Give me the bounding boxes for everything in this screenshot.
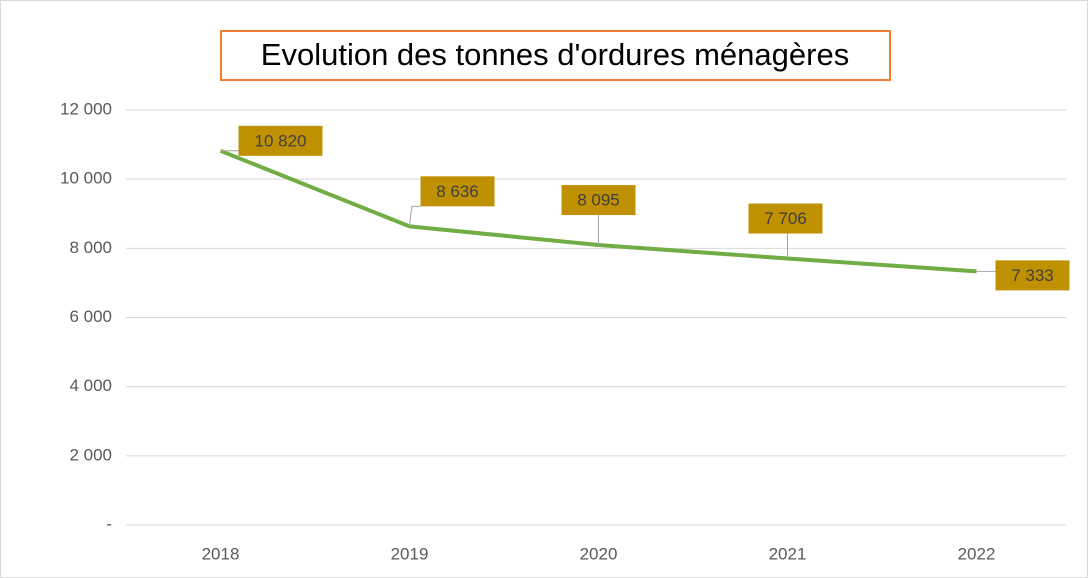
y-tick-label: 2 000 <box>69 445 112 464</box>
title-box <box>220 30 891 81</box>
x-tick-label: 2019 <box>391 544 429 563</box>
data-label-box <box>420 176 495 207</box>
x-tick-label: 2022 <box>958 544 996 563</box>
x-tick-label: 2020 <box>580 544 618 563</box>
x-tick-label: 2018 <box>202 544 240 563</box>
line <box>219 148 977 274</box>
leader-line <box>409 205 421 227</box>
y-tick-label: - <box>106 514 112 533</box>
data-label: 8 636 <box>436 182 479 201</box>
y-tick-label: 8 000 <box>69 238 112 257</box>
chart-title: Evolution des tonnes d'ordures ménagères <box>261 37 849 72</box>
data-label-box <box>995 260 1070 291</box>
data-label: 8 095 <box>577 191 620 210</box>
y-tick-label: 6 000 <box>69 307 112 326</box>
data-label: 10 820 <box>255 131 307 150</box>
data-label: 7 333 <box>1011 266 1054 285</box>
data-label-box <box>561 185 636 216</box>
y-tick-label: 4 000 <box>69 376 112 395</box>
y-tick-label: 12 000 <box>60 99 112 118</box>
data-label: 7 706 <box>764 209 807 228</box>
data-label-box <box>748 203 823 234</box>
data-label-box <box>238 125 323 156</box>
y-tick-label: 10 000 <box>60 169 112 188</box>
x-tick-label: 2021 <box>769 544 807 563</box>
